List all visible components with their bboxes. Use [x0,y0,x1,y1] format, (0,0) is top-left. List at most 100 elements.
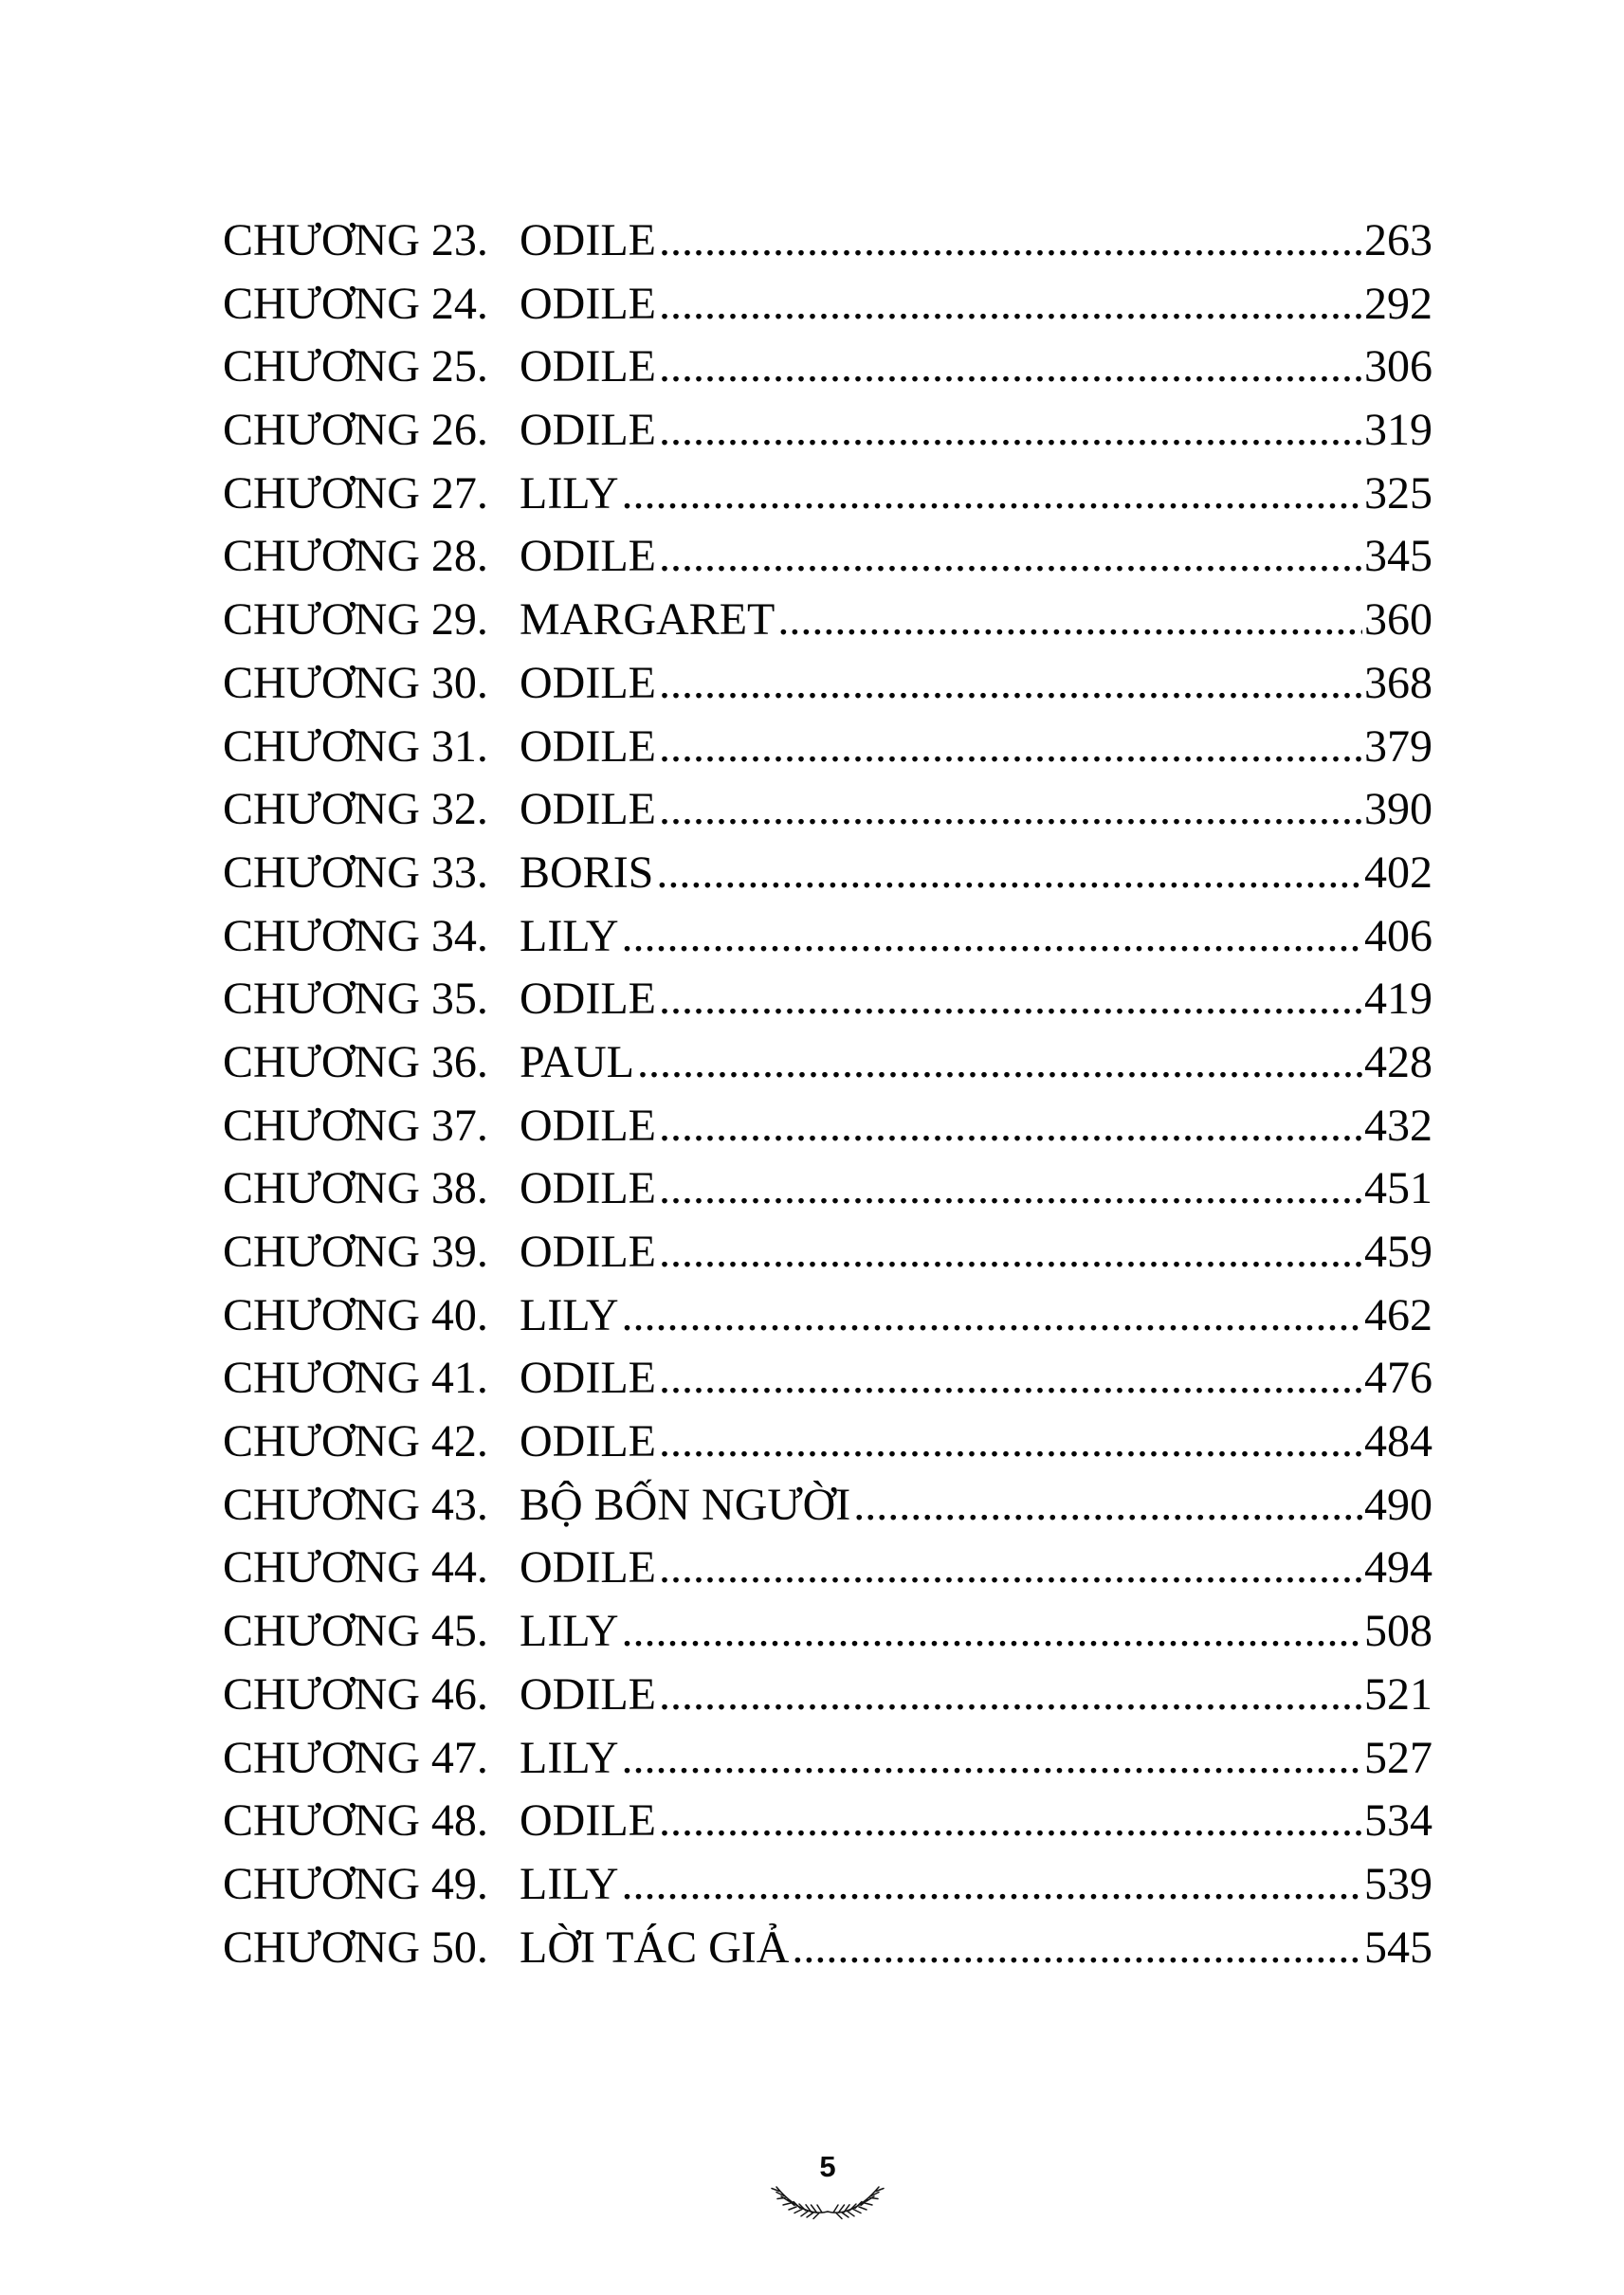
chapter-title: PAUL [520,1036,634,1087]
page-number: 419 [1364,974,1432,1025]
dot-leader [659,336,1362,399]
chapter-title: LILY [520,910,619,961]
page-number: 494 [1364,1542,1432,1594]
toc-entry: CHƯƠNG 42. ODILE 484 [223,1411,1432,1474]
toc-list: CHƯƠNG 23. ODILE 263 CHƯƠNG 24. ODILE 29… [223,209,1432,1979]
chapter-title: ODILE [520,784,656,835]
page-number: 325 [1364,467,1432,519]
toc-entry: CHƯƠNG 37. ODILE 432 [223,1095,1432,1158]
chapter-title: LILY [520,1289,619,1340]
chapter-title: ODILE [520,1227,656,1277]
page-number: 451 [1364,1163,1432,1214]
toc-entry: CHƯƠNG 38. ODILE 451 [223,1157,1432,1221]
chapter-label: CHƯƠNG 45. [223,1606,488,1657]
dot-leader [659,716,1362,779]
toc-entry: CHƯƠNG 32. ODILE 390 [223,778,1432,842]
toc-entry: CHƯƠNG 49. LILY 539 [223,1853,1432,1917]
page-number: 534 [1364,1795,1432,1847]
chapter-title: ODILE [520,974,656,1025]
chapter-label: CHƯƠNG 40. [223,1289,488,1340]
chapter-label: CHƯƠNG 39. [223,1227,488,1277]
page-number: 462 [1364,1289,1432,1340]
page-number: 379 [1364,720,1432,772]
page-number: 459 [1364,1227,1432,1277]
toc-entry: CHƯƠNG 27. LILY 325 [223,463,1432,526]
chapter-title: ODILE [520,720,656,772]
chapter-title: LILY [520,1606,619,1657]
chapter-label: CHƯƠNG 27. [223,467,488,519]
page-number: 263 [1364,215,1432,265]
laurel-branches-icon [771,2186,885,2220]
page-number: 521 [1364,1668,1432,1720]
toc-entry: CHƯƠNG 33. BORIS 402 [223,842,1432,905]
toc-entry: CHƯƠNG 45. LILY 508 [223,1600,1432,1664]
page-number: 527 [1364,1732,1432,1783]
page-number: 508 [1364,1606,1432,1657]
chapter-label: CHƯƠNG 46. [223,1668,488,1720]
chapter-label: CHƯƠNG 30. [223,657,488,708]
chapter-title: ODILE [520,1795,656,1847]
toc-entry: CHƯƠNG 24. ODILE 292 [223,273,1432,337]
chapter-title: ODILE [520,657,656,708]
page-number: 360 [1364,594,1432,646]
chapter-label: CHƯƠNG 47. [223,1732,488,1783]
dot-leader [637,1031,1362,1095]
chapter-label: CHƯƠNG 32. [223,784,488,835]
dot-leader [659,1664,1362,1727]
chapter-title: LILY [520,467,619,519]
dot-leader [659,399,1362,463]
page-number: 432 [1364,1100,1432,1151]
page-number: 428 [1364,1036,1432,1087]
dot-leader [792,1917,1362,1980]
dot-leader [777,589,1362,652]
toc-entry: CHƯƠNG 25. ODILE 306 [223,336,1432,399]
dot-leader [659,1157,1362,1221]
page-number: 490 [1364,1479,1432,1530]
page-number: 306 [1364,341,1432,392]
toc-entry: CHƯƠNG 40. LILY 462 [223,1284,1432,1348]
chapter-label: CHƯƠNG 24. [223,278,488,329]
toc-entry: CHƯƠNG 29. MARGARET 360 [223,589,1432,652]
dot-leader [621,1727,1362,1791]
dot-leader [659,968,1362,1031]
chapter-title: ODILE [520,531,656,582]
dot-leader [659,209,1362,273]
dot-leader [659,652,1362,716]
dot-leader [659,1095,1362,1158]
dot-leader [853,1474,1362,1538]
dot-leader [621,905,1362,969]
page-number: 545 [1364,1922,1432,1973]
toc-entry: CHƯƠNG 39. ODILE 459 [223,1221,1432,1284]
chapter-label: CHƯƠNG 48. [223,1795,488,1847]
dot-leader [621,463,1362,526]
chapter-title: ODILE [520,405,656,456]
toc-entry: CHƯƠNG 50. LỜI TÁC GIẢ 545 [223,1917,1432,1980]
page-number: 484 [1364,1416,1432,1467]
chapter-title: LILY [520,1732,619,1783]
chapter-label: CHƯƠNG 23. [223,215,488,265]
toc-entry: CHƯƠNG 34. LILY 406 [223,905,1432,969]
chapter-label: CHƯƠNG 31. [223,720,488,772]
dot-leader [659,273,1362,337]
dot-leader [659,1790,1362,1853]
dot-leader [659,778,1362,842]
chapter-label: CHƯƠNG 49. [223,1858,488,1909]
toc-entry: CHƯƠNG 48. ODILE 534 [223,1790,1432,1853]
page-number: 368 [1364,657,1432,708]
page-number: 406 [1364,910,1432,961]
chapter-label: CHƯƠNG 26. [223,405,488,456]
chapter-label: CHƯƠNG 43. [223,1479,488,1530]
chapter-label: CHƯƠNG 25. [223,341,488,392]
page-number: 292 [1364,278,1432,329]
chapter-label: CHƯƠNG 42. [223,1416,488,1467]
chapter-title: LỜI TÁC GIẢ [520,1922,790,1973]
dot-leader [659,1537,1362,1600]
dot-leader [621,1284,1362,1348]
chapter-title: ODILE [520,1100,656,1151]
chapter-label: CHƯƠNG 37. [223,1100,488,1151]
toc-entry: CHƯƠNG 46. ODILE 521 [223,1664,1432,1727]
chapter-label: CHƯƠNG 44. [223,1542,488,1594]
chapter-label: CHƯƠNG 36. [223,1036,488,1087]
page-number: 402 [1364,847,1432,898]
